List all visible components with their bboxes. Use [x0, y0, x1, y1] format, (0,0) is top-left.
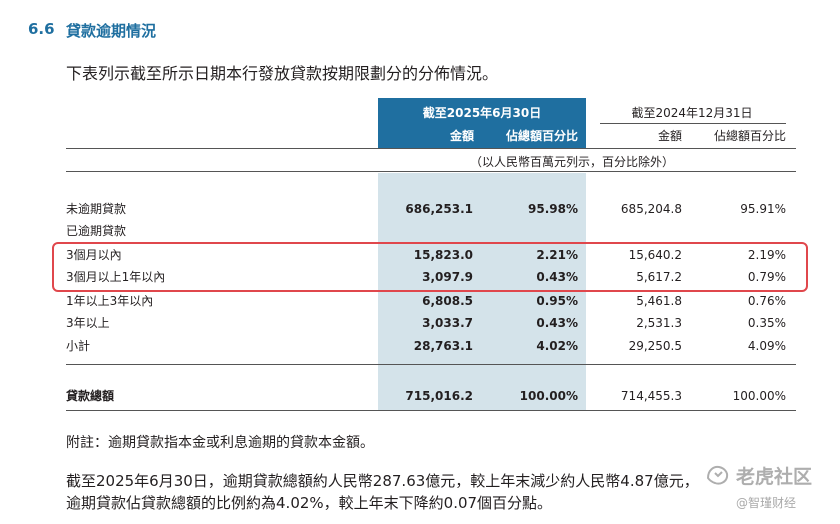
table-row: 未逾期貸款 686,253.1 95.98% 685,204.8 95.91%	[0, 198, 840, 220]
current-pct: 100.00%	[519, 389, 578, 403]
prior-amount-header: 金額	[657, 129, 682, 143]
prior-date-header: 截至2024年12月31日	[631, 106, 753, 120]
current-pct: 4.02%	[536, 339, 578, 353]
row-label: 3個月以上1年以內	[66, 270, 166, 284]
table-total-row: 貸款總額 715,016.2 100.00% 714,455.3 100.00%	[0, 385, 840, 407]
prior-pct: 2.19%	[747, 248, 786, 262]
table-row: 3個月以上1年以內 3,097.9 0.43% 5,617.2 0.79%	[0, 266, 840, 288]
row-label: 貸款總額	[66, 389, 115, 403]
current-amount: 15,823.0	[413, 248, 473, 262]
watermark-main-text: 老虎社区	[736, 466, 813, 488]
current-pct: 0.43%	[536, 270, 578, 284]
summary-line-2: 逾期貸款佔貸款總額的比例約為4.02%，較上年末下降約0.07個百分點。	[66, 494, 553, 512]
prior-amount: 5,617.2	[636, 270, 682, 284]
prior-amount: 2,531.3	[636, 316, 682, 330]
prior-amount: 685,204.8	[620, 202, 682, 216]
prior-amount: 5,461.8	[636, 294, 682, 308]
current-amount: 686,253.1	[405, 202, 473, 216]
prior-amount: 714,455.3	[620, 389, 682, 403]
summary-line-1: 截至2025年6月30日，逾期貸款總額約人民幣287.63億元，較上年末減少約人…	[66, 472, 699, 490]
current-pct: 2.21%	[536, 248, 578, 262]
current-period-column-highlight	[378, 173, 586, 411]
table-row: 已逾期貸款	[0, 220, 840, 242]
tiger-logo-icon	[706, 465, 729, 485]
highlight-annotation-box	[52, 242, 808, 292]
current-pct: 0.95%	[536, 294, 578, 308]
unit-note: （以人民幣百萬元列示，百分比除外）	[470, 155, 675, 169]
row-label: 已逾期貸款	[66, 224, 127, 238]
footnote: 附註：逾期貸款指本金或利息逾期的貸款本金額。	[66, 435, 374, 451]
section-number: 6.6	[28, 20, 55, 38]
current-amount: 715,016.2	[405, 389, 473, 403]
section-title: 貸款逾期情況	[66, 22, 157, 40]
summary-paragraph: 截至2025年6月30日，逾期貸款總額約人民幣287.63億元，較上年末減少約人…	[66, 470, 699, 514]
current-amount: 3,097.9	[422, 270, 473, 284]
row-label: 1年以上3年以內	[66, 294, 154, 308]
table-row: 3年以上 3,033.7 0.43% 2,531.3 0.35%	[0, 312, 840, 334]
current-pct: 0.43%	[536, 316, 578, 330]
table-row: 小計 28,763.1 4.02% 29,250.5 4.09%	[0, 335, 840, 357]
current-amount-header: 金額	[449, 129, 474, 143]
watermark: 老虎社区 @智瑾财经	[706, 460, 836, 520]
table-row: 1年以上3年以內 6,808.5 0.95% 5,461.8 0.76%	[0, 290, 840, 312]
current-date-header: 截至2025年6月30日	[422, 106, 542, 120]
prior-date-underline	[600, 123, 786, 124]
current-amount: 3,033.7	[422, 316, 473, 330]
current-period-header	[378, 98, 586, 148]
total-divider	[66, 410, 796, 411]
prior-pct: 100.00%	[732, 389, 786, 403]
current-amount: 6,808.5	[422, 294, 473, 308]
prior-pct: 0.35%	[747, 316, 786, 330]
prior-amount: 29,250.5	[628, 339, 682, 353]
watermark-sub-text: @智瑾财经	[736, 496, 797, 510]
row-label: 未逾期貸款	[66, 202, 127, 216]
subtotal-divider	[66, 364, 796, 365]
current-pct: 95.98%	[528, 202, 578, 216]
header-divider	[66, 148, 796, 149]
row-label: 小計	[66, 339, 91, 353]
table-row: 3個月以內 15,823.0 2.21% 15,640.2 2.19%	[0, 244, 840, 266]
current-pct-header: 佔總額百分比	[505, 129, 578, 143]
prior-pct: 95.91%	[740, 202, 786, 216]
prior-pct: 0.79%	[747, 270, 786, 284]
prior-amount: 15,640.2	[628, 248, 682, 262]
prior-pct: 4.09%	[747, 339, 786, 353]
prior-pct-header: 佔總額百分比	[713, 129, 786, 143]
current-amount: 28,763.1	[413, 339, 473, 353]
row-label: 3個月以內	[66, 248, 122, 262]
unit-divider	[66, 171, 796, 172]
row-label: 3年以上	[66, 316, 110, 330]
prior-pct: 0.76%	[747, 294, 786, 308]
intro-text: 下表列示截至所示日期本行發放貸款按期限劃分的分佈情況。	[66, 64, 499, 83]
